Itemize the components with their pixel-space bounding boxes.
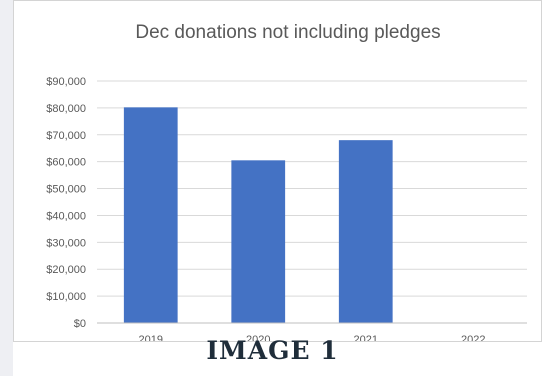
y-axis-ticks: $0 $10,000 $20,000 $30,000 $40,000 $50,000 $60… bbox=[46, 76, 86, 330]
y-tick-label: $60,000 bbox=[46, 157, 86, 169]
y-tick-label: $20,000 bbox=[46, 264, 86, 276]
y-tick-label: $30,000 bbox=[46, 237, 86, 249]
chart-title: Dec donations not including pledges bbox=[135, 22, 440, 43]
x-tick-label: 2020 bbox=[246, 334, 270, 341]
left-margin-strip bbox=[0, 0, 13, 376]
y-tick-label: $80,000 bbox=[46, 103, 86, 115]
bar-2021 bbox=[338, 140, 393, 323]
bar-2019 bbox=[123, 107, 178, 324]
bar-2020 bbox=[231, 160, 286, 323]
x-axis-ticks: 2019 2020 2021 2022 bbox=[139, 334, 486, 341]
x-tick-label: 2021 bbox=[354, 334, 378, 341]
bar-chart: Dec donations not including pledges $0 $1… bbox=[46, 22, 527, 341]
bars bbox=[123, 107, 393, 324]
x-tick-label: 2019 bbox=[139, 334, 163, 341]
y-tick-label: $40,000 bbox=[46, 210, 86, 222]
chart-frame: Dec donations not including pledges $0 $1… bbox=[13, 0, 542, 342]
image-caption: IMAGE 1 bbox=[206, 336, 339, 365]
y-tick-label: $10,000 bbox=[46, 291, 86, 303]
y-tick-label: $70,000 bbox=[46, 130, 86, 142]
y-tick-label: $90,000 bbox=[46, 76, 86, 88]
y-tick-label: $50,000 bbox=[46, 184, 86, 196]
x-tick-label: 2022 bbox=[461, 334, 485, 341]
y-tick-label: $0 bbox=[74, 318, 86, 330]
